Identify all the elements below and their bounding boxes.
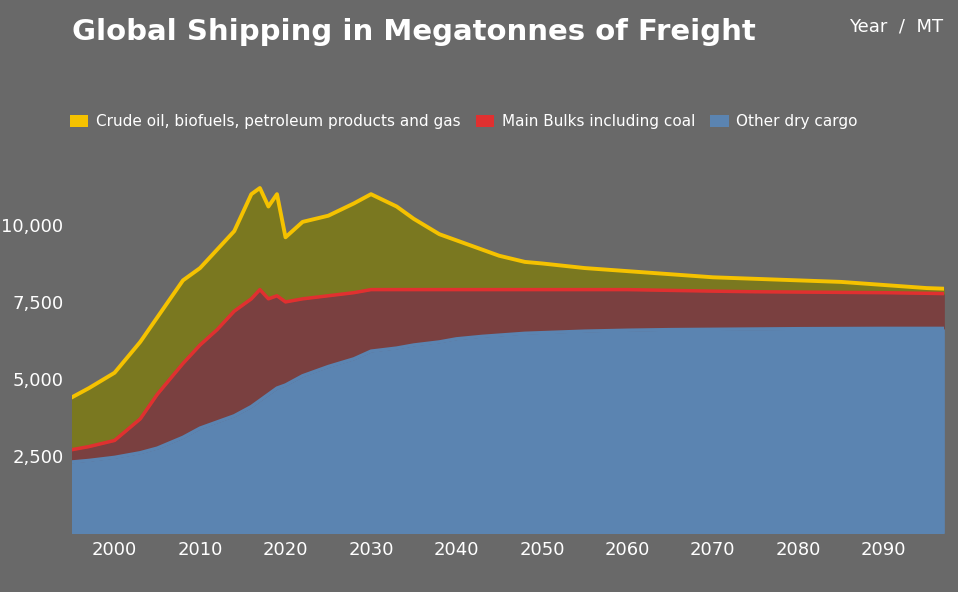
Text: Year  /  MT: Year / MT [850, 18, 944, 36]
Legend: Crude oil, biofuels, petroleum products and gas, Main Bulks including coal, Othe: Crude oil, biofuels, petroleum products … [70, 114, 857, 129]
Text: Global Shipping in Megatonnes of Freight: Global Shipping in Megatonnes of Freight [72, 18, 756, 46]
